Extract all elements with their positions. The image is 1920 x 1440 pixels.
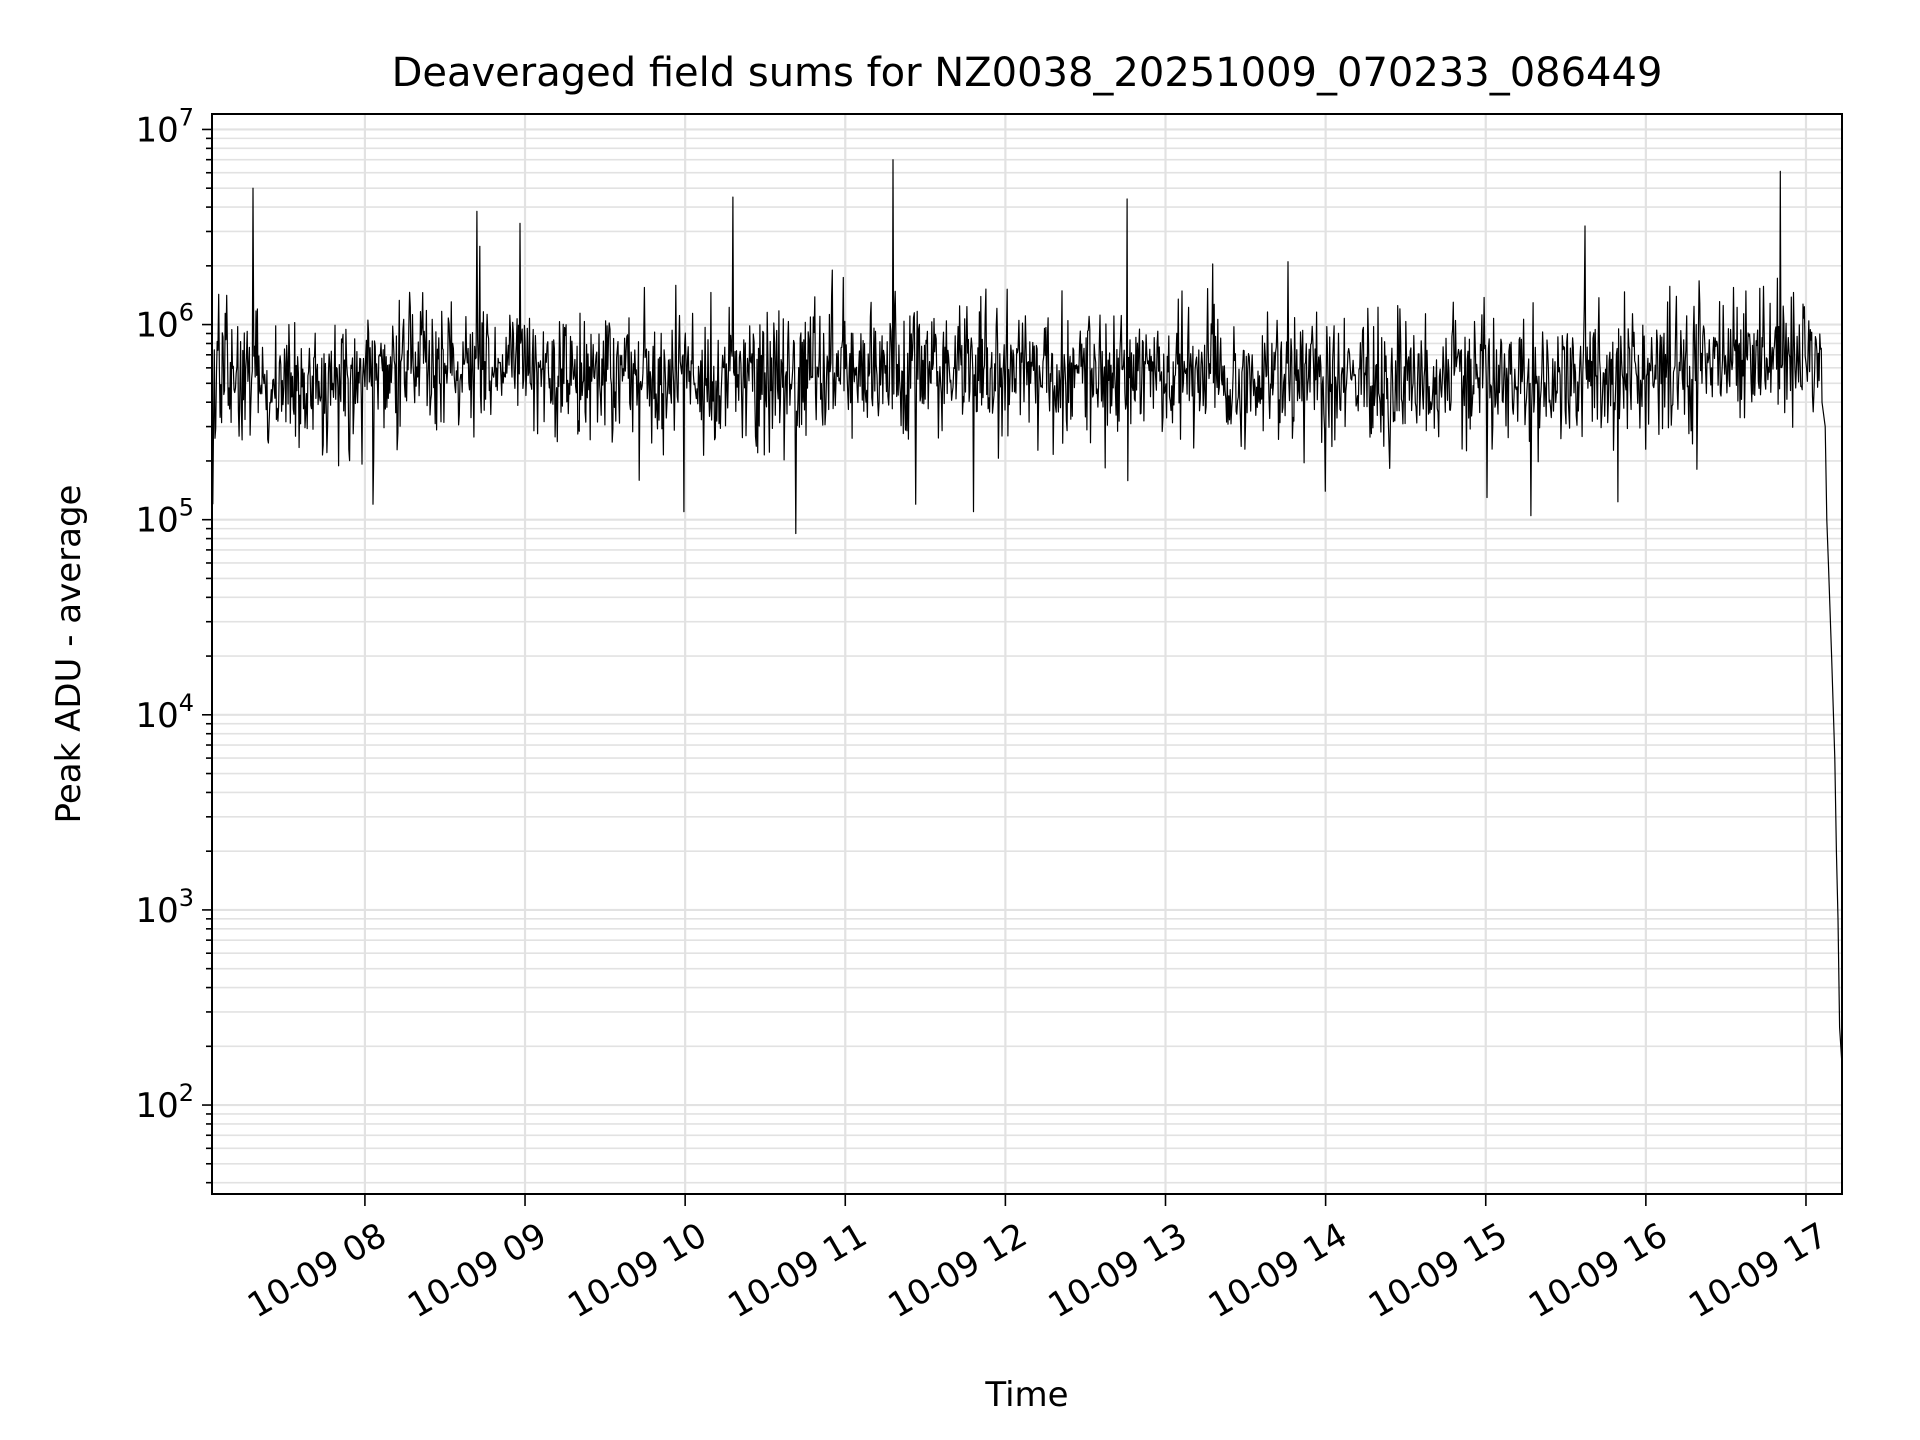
series-line-deaveraged-field-sum — [212, 159, 1843, 1066]
y-axis-label: Peak ADU - average — [49, 485, 89, 824]
plot-frame — [211, 113, 1843, 1195]
chart-title: Deaveraged field sums for NZ0038_2025100… — [392, 50, 1663, 96]
y-tick-label: 105 — [135, 494, 194, 541]
y-tick-label: 103 — [135, 884, 194, 931]
y-tick-label: 102 — [135, 1079, 194, 1126]
x-axis-label: Time — [984, 1375, 1068, 1415]
y-tick-label: 104 — [135, 689, 194, 736]
y-tick-label: 106 — [135, 299, 194, 346]
y-tick-label: 107 — [135, 103, 194, 150]
